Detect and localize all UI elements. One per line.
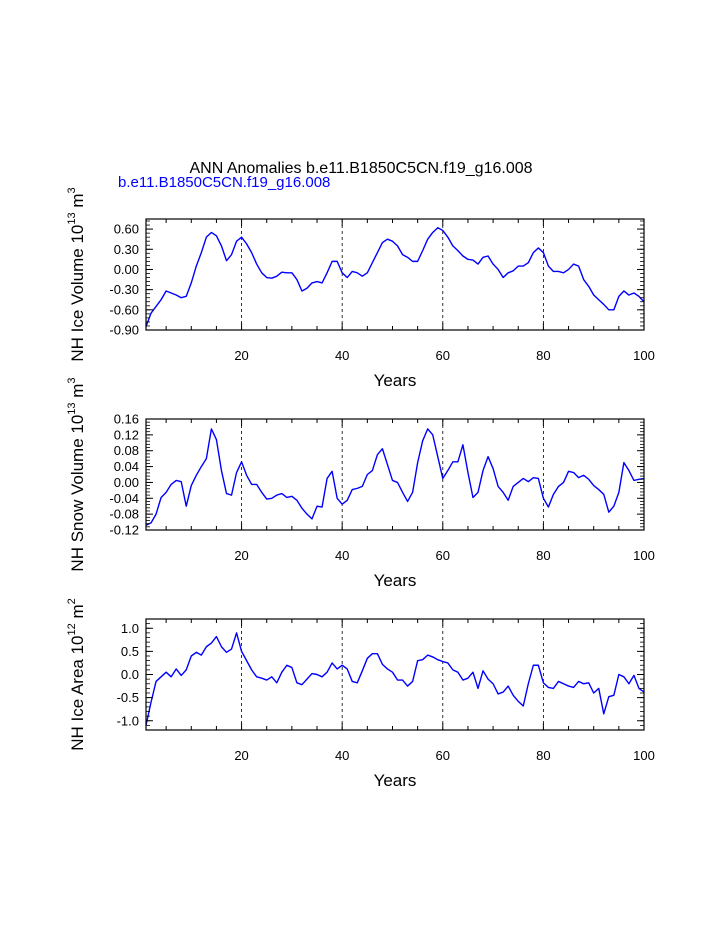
chart-subtitle: b.e11.B1850C5CN.f19_g16.008	[118, 174, 330, 191]
x-tick-label: 100	[633, 348, 655, 363]
plot-frame	[145, 618, 645, 731]
y-tick-label: -0.60	[109, 302, 139, 317]
y-tick-label: 0.04	[114, 459, 139, 474]
y-tick-label: -0.30	[109, 282, 139, 297]
y-tick-label: 0.00	[114, 262, 139, 277]
y-tick-label: 0.5	[121, 644, 139, 659]
y-tick-label: -0.12	[109, 523, 139, 538]
y-axis-label-base: NH Ice Area 10	[68, 635, 87, 750]
ice-volume-panel: 20 40 60 80 100 Years 0.60 0.30 0.00 -0.30 -0.60 -0…	[66, 187, 655, 390]
y-tick-label: 0.16	[114, 412, 139, 427]
x-tick-label: 40	[335, 748, 349, 763]
y-axis-label-exponent: 13	[66, 212, 78, 224]
y-axis-label-base: NH Snow Volume 10	[68, 415, 87, 572]
y-tick-label: 0.00	[114, 475, 139, 490]
y-axis-label: NH Ice Volume 1013 m3	[66, 187, 87, 361]
y-tick-label: -0.04	[109, 491, 139, 506]
x-tick-label: 80	[536, 548, 550, 563]
y-tick-label: 0.12	[114, 427, 139, 442]
snow-volume-panel: 20 40 60 80 100Years0.160.120.080.040.00-0.0…	[66, 377, 655, 590]
y-tick-label: 0.60	[114, 222, 139, 237]
x-axis-label: Years	[374, 571, 417, 590]
y-axis-label-unit-exponent: 3	[66, 377, 78, 383]
plot-frame	[145, 418, 645, 531]
y-tick-label: 0.0	[121, 667, 139, 682]
ice-volume-series-line	[145, 227, 645, 327]
x-tick-label: 60	[436, 548, 450, 563]
y-axis-label-unit-exponent: 2	[66, 598, 78, 604]
plot-frame	[145, 218, 645, 331]
x-tick-label: 20	[234, 748, 248, 763]
y-tick-label: -1.0	[117, 713, 139, 728]
y-axis-label: NH Ice Area 1012 m2	[66, 598, 87, 751]
chart-title: ANN Anomalies b.e11.B1850C5CN.f19_g16.00…	[189, 160, 532, 177]
x-tick-label: 20	[234, 348, 248, 363]
y-axis-label: NH Snow Volume 1013 m3	[66, 377, 87, 571]
x-axis-label: Years	[374, 771, 417, 790]
x-tick-label: 40	[335, 348, 349, 363]
x-tick-label: 60	[436, 748, 450, 763]
y-axis-label-unit-exponent: 3	[66, 187, 78, 193]
x-tick-label: 100	[633, 748, 655, 763]
ice-area-panel: 20 40 60 80 100 Years 1.0 0.5 0.0 -0.5 -1.0 NH Ice …	[66, 598, 655, 790]
ice-area-series-line	[145, 632, 645, 726]
snow-volume-series-line	[145, 428, 645, 526]
y-axis-label-base: NH Ice Volume 10	[68, 225, 87, 362]
x-tick-label: 60	[436, 348, 450, 363]
y-tick-label: -0.90	[109, 323, 139, 338]
y-axis-label-unit: m	[68, 193, 87, 212]
y-axis-label-unit: m	[68, 384, 87, 403]
y-tick-label: 1.0	[121, 621, 139, 636]
x-tick-label: 40	[335, 548, 349, 563]
x-axis-label: Years	[374, 371, 417, 390]
x-tick-label: 20	[234, 548, 248, 563]
x-tick-label: 100	[633, 548, 655, 563]
y-axis-label-exponent: 12	[66, 623, 78, 635]
y-tick-label: 0.30	[114, 242, 139, 257]
y-tick-label: 0.08	[114, 443, 139, 458]
y-axis-label-exponent: 13	[66, 402, 78, 414]
y-axis-label-unit: m	[68, 604, 87, 623]
panels: 20 40 60 80 100 Years 0.60 0.30 0.00 -0.30 -0.60 -0…	[66, 187, 655, 790]
x-tick-label: 80	[536, 348, 550, 363]
y-tick-label: -0.5	[117, 690, 139, 705]
y-tick-label: -0.08	[109, 507, 139, 522]
x-tick-label: 80	[536, 748, 550, 763]
